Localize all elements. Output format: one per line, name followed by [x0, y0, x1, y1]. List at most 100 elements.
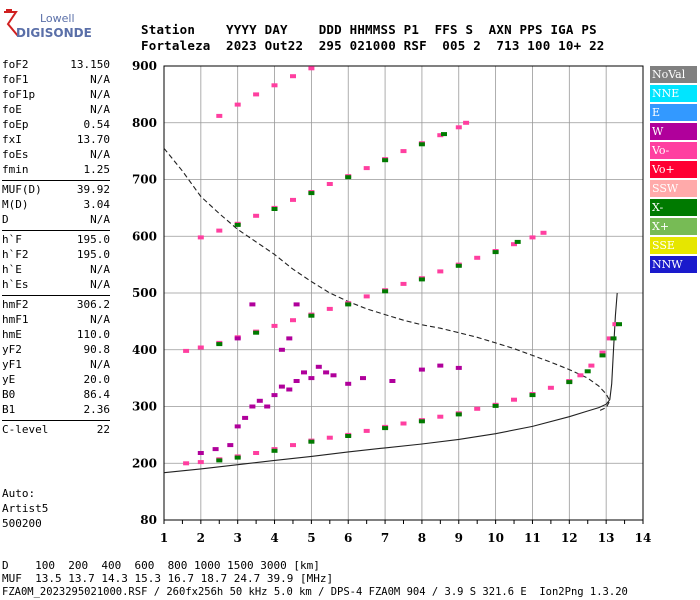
echo-point: [511, 242, 517, 247]
echo-point: [242, 415, 249, 420]
echo-point: [389, 379, 396, 383]
echo-point: [234, 222, 241, 227]
y-tick-label: 800: [132, 116, 157, 130]
param-value: N/A: [90, 213, 110, 226]
param-row: B0 86.4: [2, 388, 110, 403]
echo-point: [345, 175, 352, 180]
echo-point: [286, 336, 293, 341]
x-tick-label: 13: [598, 531, 615, 545]
param-value: N/A: [90, 73, 110, 86]
param-row: M(D) 3.04: [2, 198, 110, 213]
echo-point: [437, 363, 444, 368]
x-tick-label: 8: [418, 531, 426, 545]
param-row: foF1 N/A: [2, 73, 110, 88]
x-tick-label: 11: [524, 531, 541, 545]
logo-lowell-text: Lowell: [40, 12, 75, 25]
param-value: N/A: [90, 103, 110, 116]
param-value: N/A: [90, 263, 110, 276]
param-row: fxI 13.70: [2, 133, 110, 148]
echo-point: [400, 281, 407, 286]
echo-point: [566, 380, 573, 385]
footer-distance-row: D 100 200 400 600 800 1000 1500 3000 [km…: [2, 559, 320, 572]
station-header-labels: Station YYYY DAY DDD HHMMSS P1 FFS S AXN…: [141, 22, 597, 37]
param-row: yF1 N/A: [2, 358, 110, 373]
echo-point: [197, 460, 204, 465]
echo-point: [212, 447, 219, 452]
y-tick-label: 500: [132, 286, 157, 300]
echo-point: [400, 149, 407, 154]
echo-point: [492, 403, 499, 408]
echo-point: [216, 458, 223, 463]
param-value: 90.8: [83, 343, 111, 356]
echo-point: [345, 434, 352, 438]
param-row: hmE 110.0: [2, 328, 110, 343]
x-tick-label: 14: [635, 531, 652, 545]
param-value: N/A: [90, 278, 110, 291]
echo-point: [360, 376, 366, 381]
echo-point: [290, 197, 296, 202]
param-value: 20.0: [83, 373, 111, 386]
echo-point: [286, 387, 293, 392]
param-value: N/A: [90, 313, 110, 326]
param-row: yF2 90.8: [2, 343, 110, 358]
param-value: 13.70: [76, 133, 110, 146]
echo-point: [540, 230, 547, 235]
echo-point: [363, 166, 370, 171]
param-row: foEp 0.54: [2, 118, 110, 133]
echo-point: [216, 228, 223, 233]
param-row: D N/A: [2, 213, 110, 228]
auto-scaling-info: Auto: Artist5 500200: [2, 486, 48, 531]
legend-item: Vo+: [650, 161, 697, 178]
y-tick-label: 300: [132, 400, 157, 414]
echo-point: [290, 74, 296, 79]
param-label: foE: [2, 103, 22, 116]
param-label: yF1: [2, 358, 22, 371]
echo-point: [308, 313, 315, 318]
echo-point: [441, 132, 447, 137]
echo-point: [308, 376, 315, 381]
legend-item: Vo-: [650, 142, 697, 159]
legend-item: X-: [650, 199, 697, 216]
x-tick-label: 9: [455, 531, 463, 545]
echo-point: [326, 182, 333, 186]
param-row: fmin 1.25: [2, 163, 110, 178]
echo-point: [271, 323, 278, 328]
y-tick-label: 200: [132, 456, 157, 470]
param-label: h`Es: [2, 278, 29, 291]
echo-point: [437, 133, 444, 138]
legend-item: NNW: [650, 256, 697, 273]
param-label: hmF2: [2, 298, 29, 311]
echo-point: [197, 235, 204, 240]
param-value: 86.4: [83, 388, 111, 401]
param-row: hmF2 306.2: [2, 298, 110, 313]
param-row: foE N/A: [2, 103, 110, 118]
param-label: foF1p: [2, 88, 36, 101]
param-label: hmF1: [2, 313, 29, 326]
echo-point: [529, 393, 536, 398]
echo-point: [400, 421, 407, 426]
param-row: h`E N/A: [2, 263, 110, 278]
echo-point: [249, 302, 256, 307]
echo-point: [216, 113, 223, 118]
param-label: C-level: [2, 423, 49, 436]
echo-point: [253, 213, 260, 218]
auto-label: Auto:: [2, 487, 36, 500]
x-tick-label: 4: [270, 531, 278, 545]
echo-point: [612, 322, 619, 327]
param-value: 195.0: [76, 248, 110, 261]
echo-point: [216, 342, 223, 347]
x-tick-label: 2: [197, 531, 205, 545]
legend-item: SSE: [650, 237, 697, 254]
echo-point: [437, 269, 444, 274]
echo-point: [577, 373, 584, 378]
echo-point: [290, 443, 296, 448]
param-label: h`E: [2, 263, 22, 276]
param-value: 13.150: [70, 58, 110, 71]
echo-point: [345, 302, 352, 307]
legend-item: SSW: [650, 180, 697, 197]
echo-point: [326, 435, 333, 440]
echo-point: [253, 330, 260, 335]
legend-item: NoVal: [650, 66, 697, 83]
y-tick-label: 700: [132, 173, 157, 187]
legend-item: NNE: [650, 85, 697, 102]
